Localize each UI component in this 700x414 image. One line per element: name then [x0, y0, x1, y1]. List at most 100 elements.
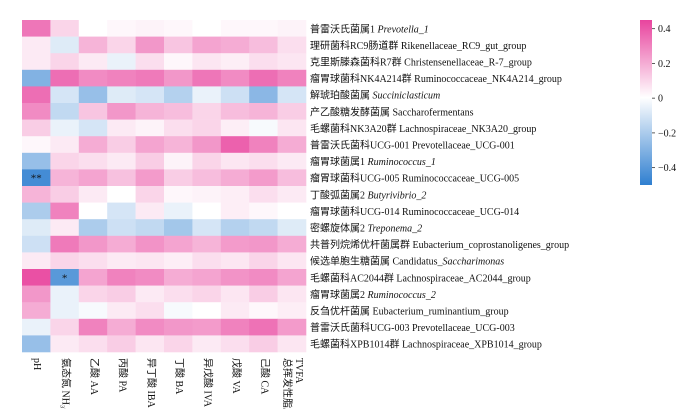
- heatmap-cell: [164, 119, 193, 137]
- heatmap-cells: [22, 20, 307, 353]
- heatmap-cell: [164, 86, 193, 104]
- heatmap-cell: [164, 335, 193, 353]
- heatmap-cell: [277, 335, 307, 353]
- heatmap-cell: [192, 86, 222, 104]
- heatmap-cell: [220, 36, 250, 54]
- heatmap-cell: [22, 186, 51, 203]
- heatmap-cell: [22, 285, 51, 303]
- row-label: 候选单胞生糖菌属 Candidatus_Saccharimonas: [310, 255, 504, 268]
- heatmap-cell: [220, 186, 250, 203]
- heatmap-cell: [220, 285, 250, 303]
- heatmap-cell: [277, 235, 307, 253]
- heatmap-cell: [164, 186, 193, 203]
- heatmap-cell: [220, 202, 250, 220]
- significance-mark: **: [31, 173, 42, 185]
- row-label-zh: 瘤胃球菌属2: [310, 288, 368, 301]
- heatmap-cell: [107, 103, 136, 120]
- heatmap-cell: [50, 69, 80, 87]
- row-label-en: Treponema_2: [368, 224, 423, 235]
- heatmap-cell: [50, 202, 80, 220]
- heatmap-cell: [164, 252, 193, 270]
- heatmap-cell: [277, 285, 307, 303]
- heatmap-cell: [277, 302, 307, 320]
- heatmap-cell: [164, 285, 193, 303]
- colorbar-tick-label: −0.4: [658, 163, 676, 174]
- heatmap-cell: [192, 252, 222, 270]
- heatmap-cell: [192, 119, 222, 137]
- heatmap-cell: [220, 152, 250, 170]
- heatmap-cell: [50, 335, 80, 353]
- row-label-en: Prevotella_1: [377, 24, 429, 35]
- heatmap-cell: [220, 53, 250, 71]
- heatmap-cell: [135, 136, 165, 154]
- heatmap-cell: [192, 103, 222, 120]
- heatmap-cell: [22, 152, 51, 170]
- heatmap-cell: [220, 20, 250, 37]
- heatmap-cell: [22, 252, 51, 270]
- heatmap-cell: [50, 103, 80, 120]
- heatmap-cell: [164, 103, 193, 120]
- heatmap-cell: [220, 119, 250, 137]
- row-label-en: Lachnospiraceae_XPB1014_group: [402, 340, 542, 351]
- heatmap-cell: [135, 103, 165, 120]
- row-label-zh: 瘤胃球菌科NK4A214群: [310, 72, 414, 85]
- heatmap-cell: [249, 86, 278, 104]
- heatmap-cell: [22, 119, 51, 137]
- heatmap-cell: [107, 285, 136, 303]
- row-label: 产乙酸糖发酵菌属 Saccharofermentans: [310, 105, 474, 118]
- row-label-zh: 共普列烷烯优杆菌属群: [310, 238, 413, 251]
- heatmap-cell: [22, 335, 51, 353]
- row-label: 瘤胃球菌科UCG-014 Ruminococcaceae_UCG-014: [310, 205, 519, 218]
- heatmap-cell: [164, 36, 193, 54]
- row-label-zh: 瘤胃球菌科UCG-014: [310, 205, 402, 218]
- heatmap-cell: [249, 302, 278, 320]
- row-label: 瘤胃球菌科UCG-005 Ruminococcaceae_UCG-005: [310, 172, 519, 185]
- heatmap-cell: [249, 169, 278, 187]
- heatmap-cell: [50, 318, 80, 336]
- row-label: 瘤胃球菌属1 Ruminococcus_1: [310, 155, 436, 168]
- heatmap-cell: [277, 53, 307, 71]
- row-label: 普雷沃氏菌科UCG-003 Prevotellaceae_UCG-003: [310, 321, 515, 334]
- heatmap-cell: [22, 86, 51, 104]
- row-label-en-italic: Saccharimonas: [443, 257, 505, 268]
- heatmap-cell: [107, 136, 136, 154]
- heatmap-cell: [220, 252, 250, 270]
- heatmap-cell: [249, 202, 278, 220]
- row-label-zh: 反刍优杆菌属: [310, 305, 373, 318]
- row-label-zh: 密螺旋体属2: [310, 222, 368, 235]
- heatmap-cell: [107, 235, 136, 253]
- row-label-zh: 普雷沃氏菌科UCG-003: [310, 321, 412, 334]
- column-labels: pH 氨态氮 NH₃-N 乙酸 AA 丙酸 PA 异丁酸 IBA 丁酸 BA 异戊酸 IVA…: [31, 358, 304, 414]
- row-label: 理研菌科RC9肠道群 Rikenellaceae_RC9_gut_group: [310, 39, 526, 52]
- heatmap-cell: [249, 335, 278, 353]
- row-label-zh: 产乙酸糖发酵菌属: [310, 105, 393, 118]
- heatmap-cell: [50, 86, 80, 104]
- row-label-en: Eubacterium_ruminantium_group: [373, 307, 509, 318]
- heatmap-cell: [50, 186, 80, 203]
- heatmap-cell: [107, 318, 136, 336]
- column-label: 氨态氮 NH₃-N: [60, 358, 73, 409]
- heatmap-cell: [192, 219, 222, 237]
- row-label-en: Prevotellaceae_UCG-001: [412, 141, 515, 152]
- heatmap-cell: [277, 136, 307, 154]
- column-label: 己酸 CA: [258, 358, 271, 395]
- heatmap-cell: [22, 169, 51, 187]
- heatmap-cell: [220, 318, 250, 336]
- heatmap-cell: [107, 269, 136, 286]
- row-label-zh: 普雷沃氏菌科UCG-001: [310, 139, 412, 152]
- heatmap-cell: [107, 169, 136, 187]
- heatmap-cell: [249, 119, 278, 137]
- heatmap-cell: [78, 202, 108, 220]
- row-label-en: Ruminococcaceae_UCG-005: [402, 174, 519, 185]
- heatmap-cell: [135, 20, 165, 37]
- heatmap-cell: [107, 86, 136, 104]
- row-label-zh: 解琥珀酸菌属: [310, 89, 373, 102]
- heatmap-cell: [164, 202, 193, 220]
- heatmap-cell: [50, 53, 80, 71]
- heatmap-cell: [22, 136, 51, 154]
- row-label-zh: 普雷沃氏菌属1: [310, 22, 378, 35]
- heatmap-cell: [192, 36, 222, 54]
- row-label: 瘤胃球菌科NK4A214群 Ruminococcaceae_NK4A214_gr…: [310, 72, 562, 85]
- row-label: 解琥珀酸菌属 Succiniclasticum: [310, 89, 440, 102]
- row-label: 克里斯滕森菌科R7群 Christensenellaceae_R-7_group: [310, 56, 532, 69]
